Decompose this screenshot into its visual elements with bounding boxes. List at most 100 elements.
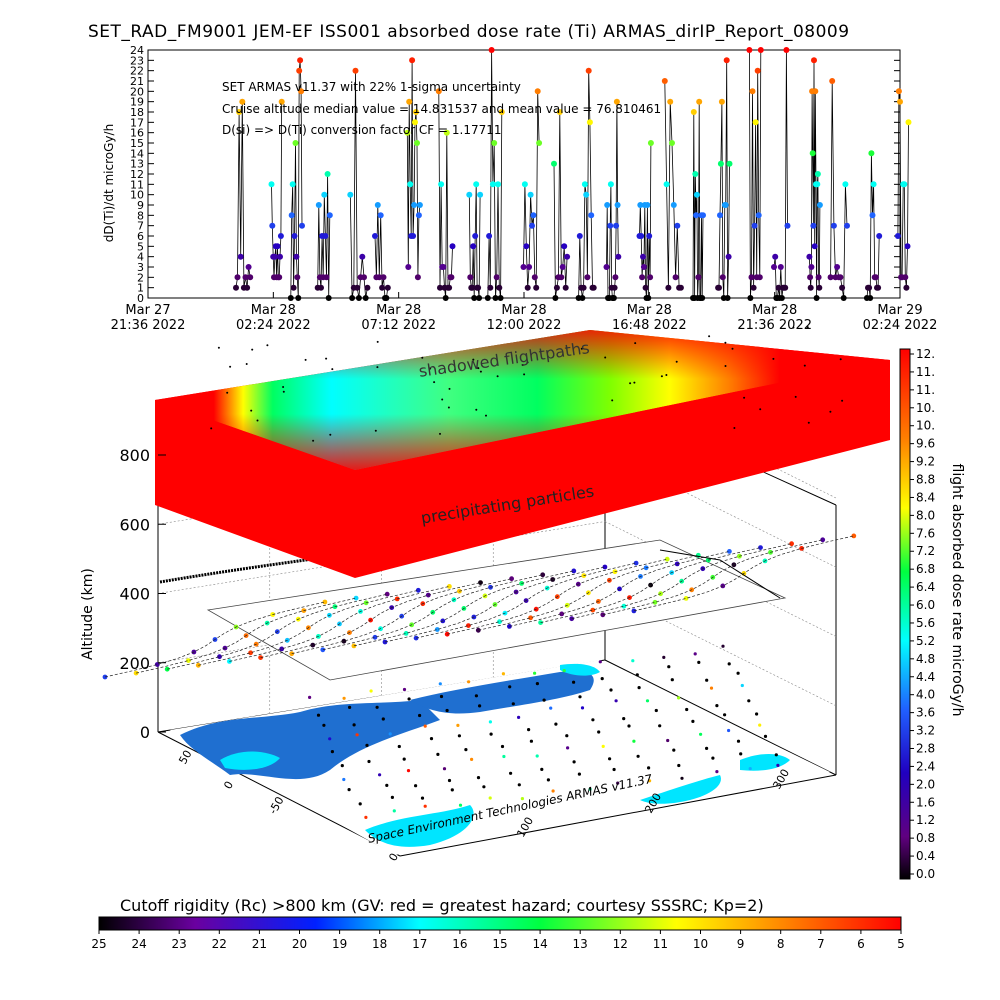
annotation-line-3: D(si) => D(Ti) conversion factor CF = 1.… [222, 123, 502, 137]
data-point [244, 284, 251, 291]
y-tick-label: 10 [130, 189, 144, 202]
orbit-point [789, 541, 794, 547]
data-point [347, 191, 354, 198]
data-point [827, 274, 834, 281]
map-track-point [470, 757, 474, 762]
data-point [473, 181, 480, 188]
data-point [359, 253, 366, 260]
dose-colorbar-label: flight absorbed dose rate microGy/h [949, 463, 965, 717]
colorbar-tick-label: 8.4 [916, 490, 935, 504]
data-point [647, 140, 654, 146]
data-point [416, 202, 423, 208]
data-point [530, 212, 537, 219]
orbit-point [590, 607, 596, 613]
colorbar-tick-label: 7.6 [916, 526, 935, 540]
map-track-point [533, 671, 537, 675]
data-point [234, 274, 241, 281]
data-point [379, 284, 386, 291]
data-point [298, 88, 305, 95]
data-point [580, 284, 587, 291]
precipitation-slab [155, 330, 890, 578]
data-point [814, 171, 821, 177]
data-point [406, 98, 413, 105]
rigidity-tick-label: 14 [532, 937, 547, 951]
rigidity-tick-label: 15 [492, 937, 507, 951]
orbit-point [652, 599, 658, 605]
data-point [437, 284, 443, 291]
grid-line [604, 451, 837, 568]
data-point [323, 274, 330, 281]
colorbar-tick-label: 7.2 [916, 544, 935, 558]
map-track-point [705, 746, 709, 751]
orbit-track [384, 566, 605, 643]
map-track-point [420, 796, 425, 800]
map-track-point [667, 665, 671, 669]
data-point [534, 88, 541, 95]
data-point [614, 202, 621, 208]
map-track-point [711, 756, 715, 760]
data-point [493, 274, 500, 281]
map-track-point [406, 769, 411, 773]
data-point [645, 295, 652, 301]
data-point [750, 284, 757, 291]
map-track-point [542, 698, 546, 702]
x-tick-label: Mar 28 [501, 303, 546, 318]
map-track-point [549, 706, 553, 710]
map-track-point [747, 699, 751, 703]
data-point [644, 202, 651, 208]
x-tick-label: 16:48 2022 [612, 318, 687, 333]
data-point [783, 47, 790, 53]
x-tick-label: Mar 28 [752, 303, 797, 318]
rigidity-tick-label: 24 [131, 937, 146, 951]
orbit-point [820, 537, 826, 543]
data-point [751, 222, 758, 229]
data-point [586, 119, 593, 126]
data-point [816, 202, 823, 208]
map-track-point [654, 708, 658, 713]
data-point [287, 295, 294, 301]
data-point [564, 253, 571, 260]
data-point [663, 181, 670, 188]
chart-title: SET_RAD_FM9001 JEM-EF ISS001 absorbed do… [88, 22, 850, 42]
map-track-point [520, 797, 525, 801]
colorbar-tick-label: 2.0 [916, 777, 935, 791]
orbit-point [540, 572, 546, 578]
slab-track-point [312, 439, 315, 442]
data-point [466, 191, 473, 198]
map-track-point [776, 763, 780, 768]
map-track-point [546, 778, 551, 782]
rigidity-tick-label: 17 [412, 937, 427, 951]
map-track-point [342, 777, 346, 782]
data-point [526, 264, 533, 270]
map-track-point [627, 724, 631, 728]
map-track-point [442, 767, 447, 771]
orbit-point [154, 662, 160, 667]
map-track-point [577, 772, 582, 776]
data-point [245, 264, 252, 270]
orbit-point [384, 591, 390, 597]
map-track-point [330, 750, 334, 754]
map-track-point [670, 678, 674, 682]
map-track-point [566, 746, 570, 750]
z-tick-label: 400 [119, 585, 150, 604]
colorbar-tick-label: 9.2 [916, 455, 935, 469]
orbit-track [509, 551, 730, 627]
series-line [523, 91, 540, 288]
y-tick-label: 5 [137, 240, 144, 253]
data-point [807, 274, 814, 281]
data-point [866, 284, 873, 291]
series-line [290, 60, 303, 299]
data-point [719, 274, 726, 281]
colorbar-tick-label: 0.4 [916, 849, 935, 863]
colorbar-tick-label: 0.8 [916, 831, 935, 845]
data-point [782, 284, 789, 291]
rigidity-tick-label: 18 [372, 937, 387, 951]
data-point [405, 264, 412, 270]
map-track-point [709, 686, 714, 690]
map-track-point [501, 672, 505, 676]
orbit-point [758, 545, 763, 550]
data-point [293, 253, 300, 260]
data-point [322, 233, 329, 239]
data-point [642, 284, 649, 291]
data-point [377, 212, 384, 219]
